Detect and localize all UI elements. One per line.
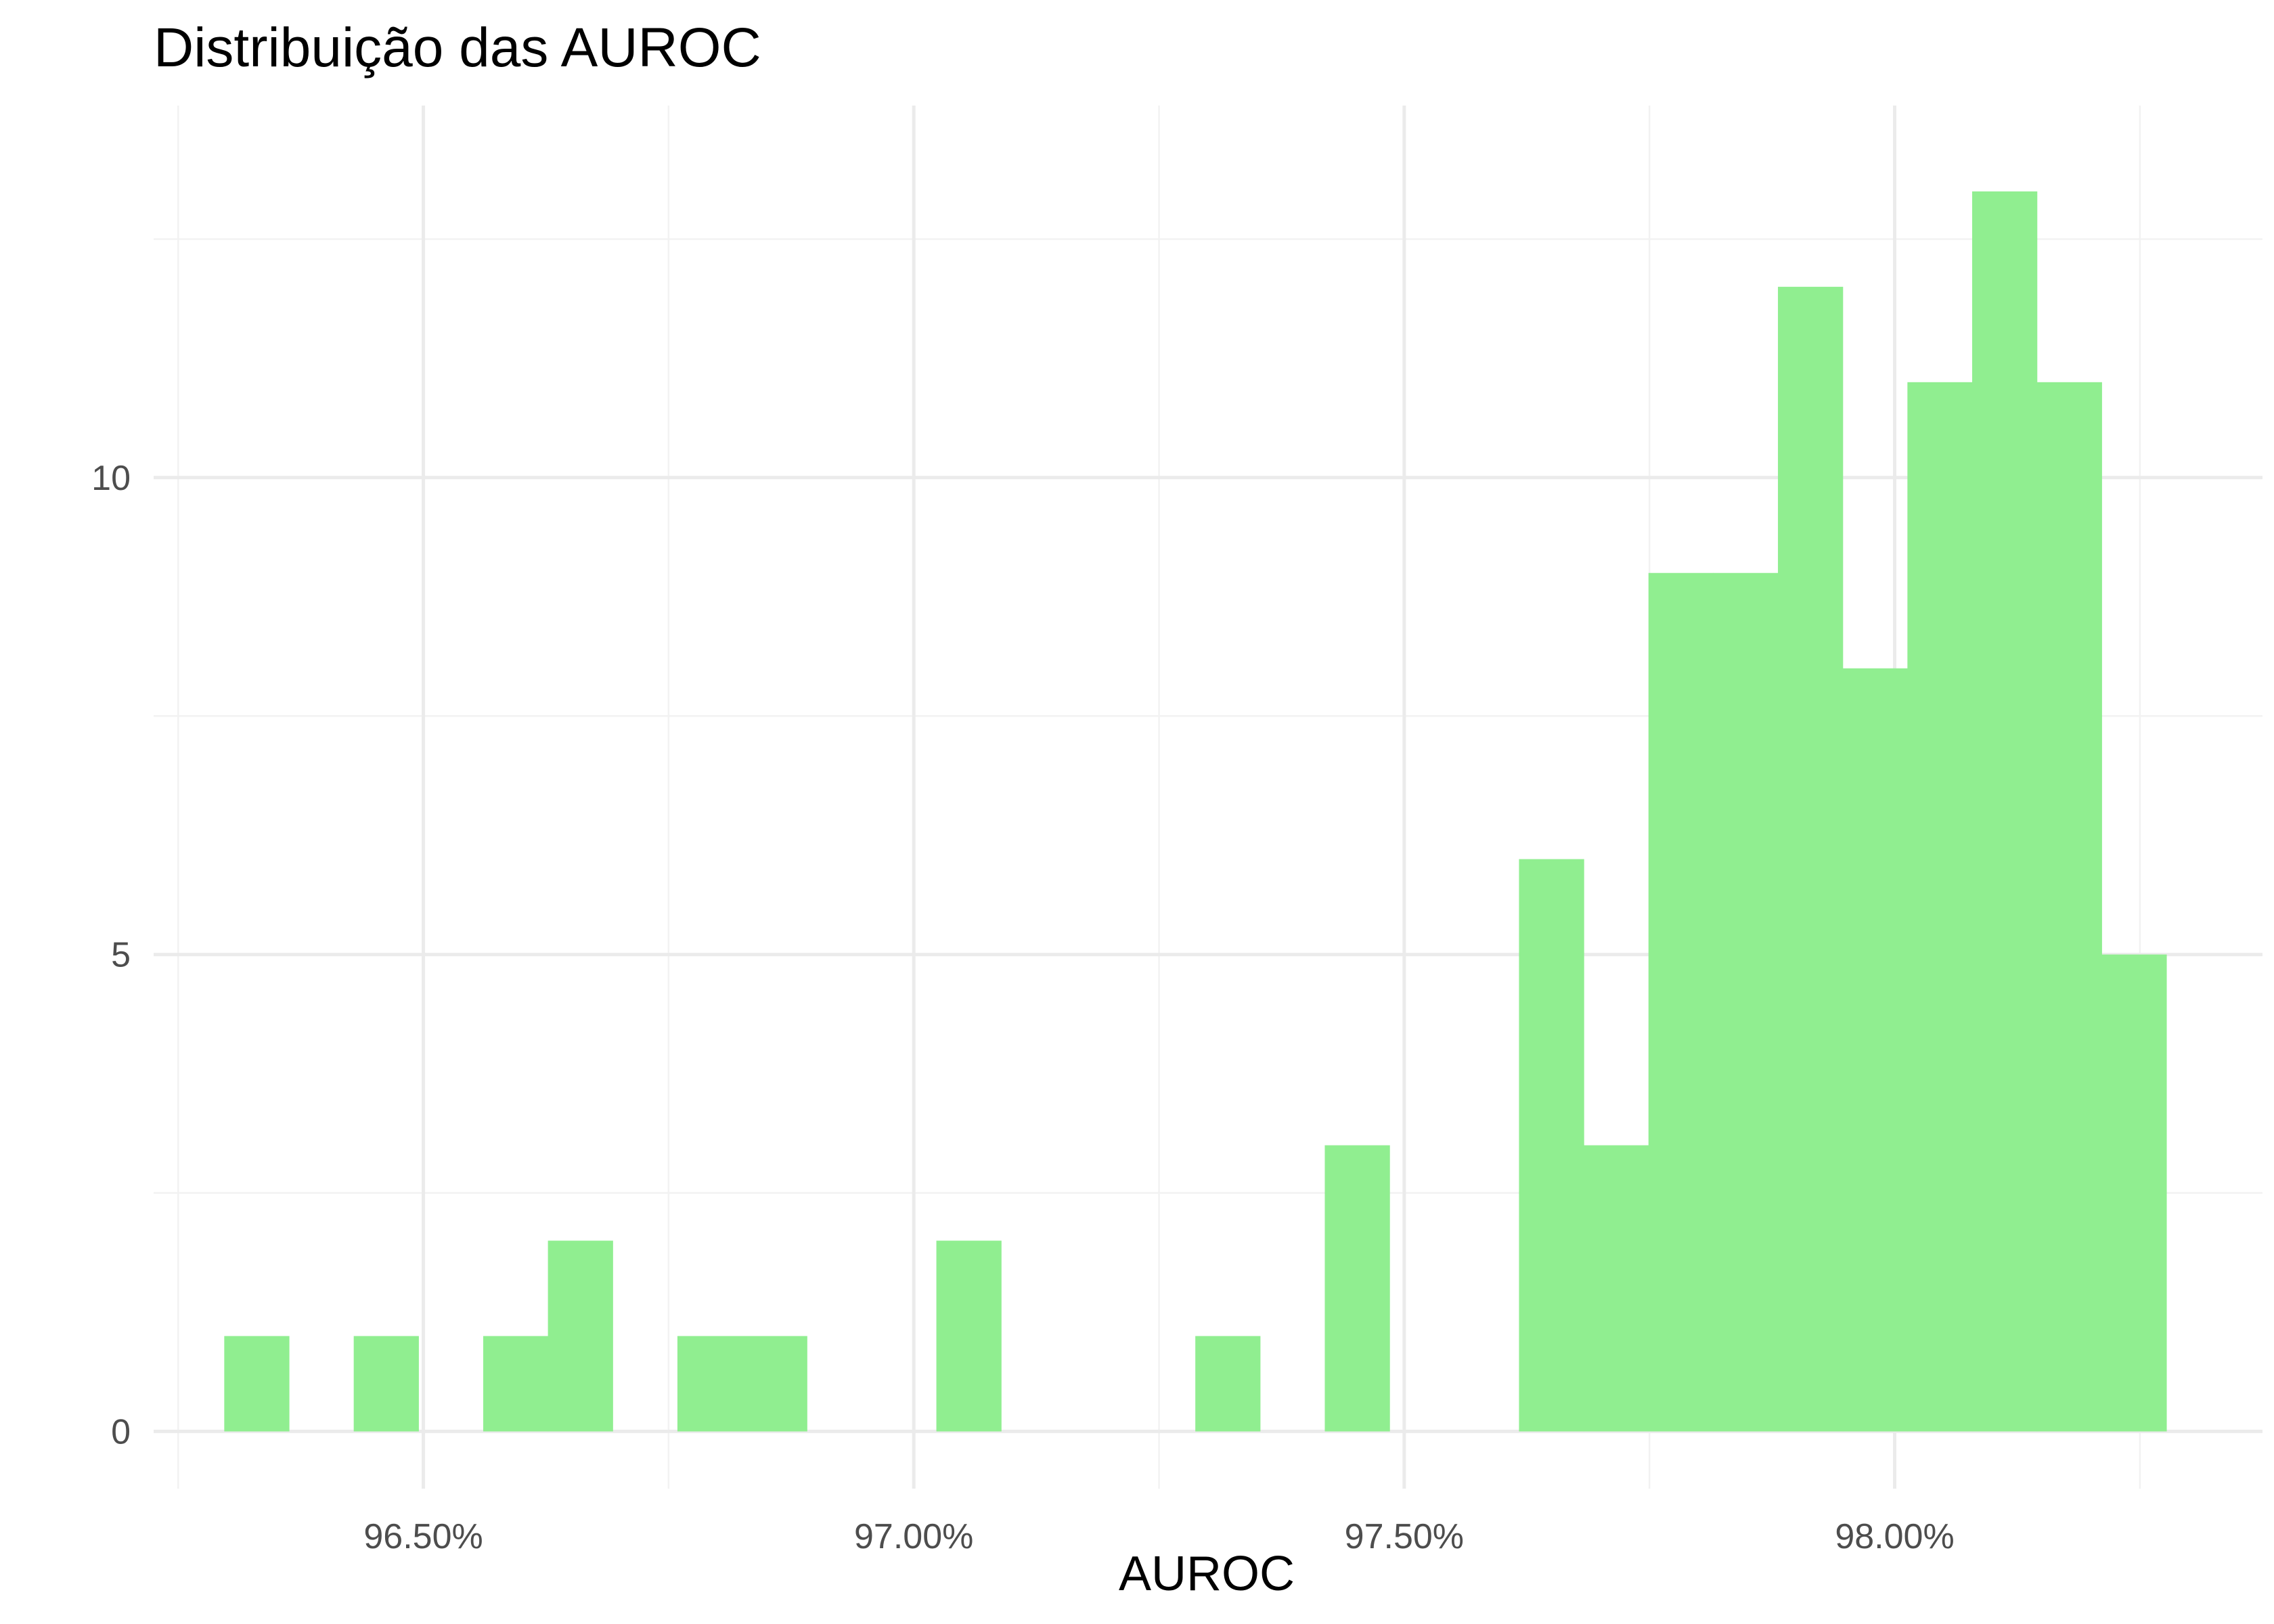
x-tick-label: 97.50% [1345, 1517, 1464, 1556]
histogram-bar [1778, 286, 1844, 1432]
x-axis-title: AUROC [1119, 1547, 1295, 1601]
histogram-bar [548, 1240, 613, 1432]
histogram-bar [742, 1336, 807, 1432]
histogram-bar [483, 1336, 549, 1432]
histogram-bar [1519, 859, 1584, 1432]
chart-title: Distribuição das AUROC [154, 17, 761, 78]
histogram-bar [353, 1336, 419, 1432]
histogram-bar [936, 1240, 1002, 1432]
histogram-bar [1324, 1145, 1390, 1432]
y-tick-label: 0 [111, 1412, 131, 1451]
histogram-bar [1907, 382, 1973, 1432]
histogram-bar [2101, 954, 2167, 1432]
histogram-bar [677, 1336, 743, 1432]
histogram-bar [1648, 572, 1714, 1432]
histogram-bar [1842, 668, 1908, 1432]
histogram-bar [1713, 572, 1779, 1432]
tick-labels: 96.50% 97.00% 97.50% 98.00% 0 5 10 [91, 459, 1955, 1556]
histogram-bar [1584, 1145, 1649, 1432]
histogram-bar [2036, 382, 2102, 1432]
histogram-bar [1972, 191, 2038, 1432]
y-tick-label: 10 [91, 459, 131, 498]
x-tick-label: 98.00% [1835, 1517, 1954, 1556]
histogram-bar [224, 1336, 290, 1432]
histogram-bar [1195, 1336, 1261, 1432]
y-tick-label: 5 [111, 936, 131, 975]
bars [224, 191, 2167, 1432]
x-tick-label: 96.50% [363, 1517, 483, 1556]
x-tick-label: 97.00% [854, 1517, 973, 1556]
